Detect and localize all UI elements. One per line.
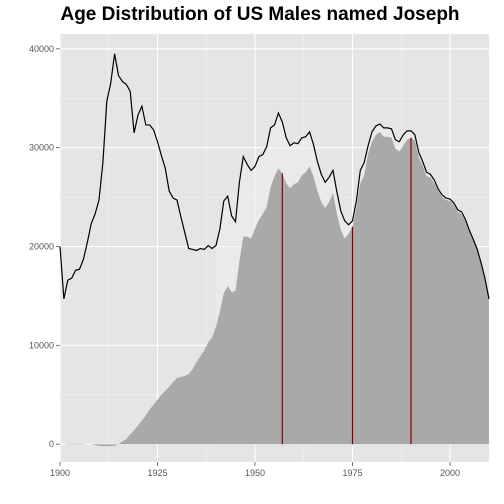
x-axis: 1900 1925 1950 1975 2000 xyxy=(50,462,460,478)
x-tick-label: 1975 xyxy=(342,468,362,478)
alive-area xyxy=(60,131,489,447)
y-tick-label: 0 xyxy=(49,439,54,449)
x-tick-label: 1925 xyxy=(147,468,167,478)
x-tick-label: 2000 xyxy=(440,468,460,478)
x-tick-label: 1900 xyxy=(50,468,70,478)
chart-title: Age Distribution of US Males named Josep… xyxy=(60,4,460,25)
reference-lines xyxy=(281,137,412,445)
y-tick-label: 20000 xyxy=(29,242,54,252)
births-line xyxy=(59,53,490,300)
y-tick-label: 10000 xyxy=(29,340,54,350)
y-tick-label: 40000 xyxy=(29,44,54,54)
x-tick-label: 1950 xyxy=(245,468,265,478)
y-axis: 0 10000 20000 30000 40000 xyxy=(29,44,60,449)
y-tick-label: 30000 xyxy=(29,143,54,153)
